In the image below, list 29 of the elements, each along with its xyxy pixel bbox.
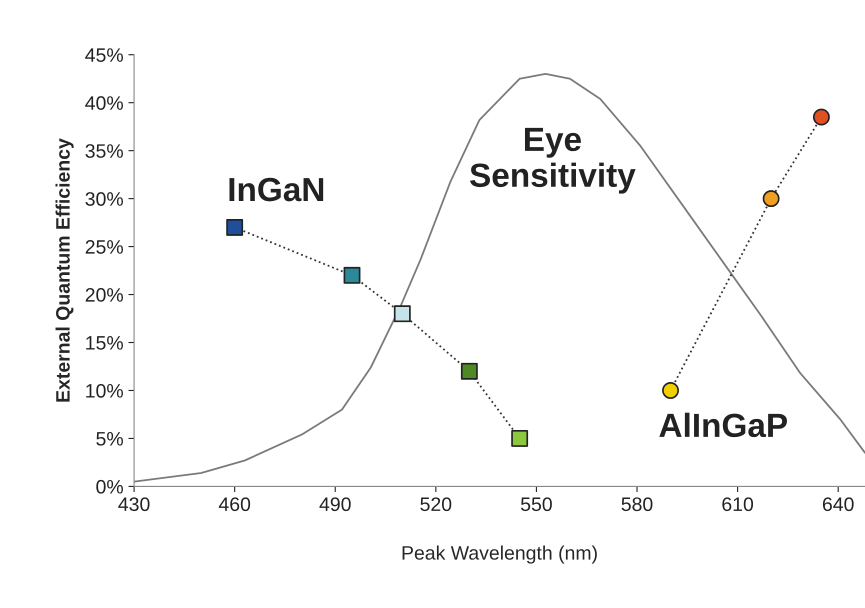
x-tick-label: 610 (722, 497, 754, 512)
series-label: AlInGaP (659, 412, 787, 438)
x-tick-label: 580 (622, 497, 652, 512)
x-tick-label: 460 (218, 497, 250, 512)
y-tick-label: 40% (85, 96, 123, 110)
y-tick-label: 0% (96, 480, 123, 494)
y-tick-label: 10% (86, 384, 123, 398)
point (511, 430, 528, 447)
x-tick-label: 490 (319, 497, 351, 512)
y-tick-label: 45% (85, 48, 123, 62)
x-axis-title: Peak Wavelength (nm) (402, 546, 597, 564)
y-tick-label: 20% (86, 288, 123, 302)
point (460, 362, 478, 380)
y-tick-label: 5% (96, 432, 123, 446)
y-tick-label: 15% (86, 336, 123, 350)
x-tick-label: 640 (822, 497, 854, 512)
series-label: InGaN (229, 178, 324, 202)
x-tick-label: 520 (420, 497, 452, 512)
point (394, 305, 411, 322)
y-tick-label: 35% (85, 144, 123, 158)
x-tick-label: 550 (520, 497, 552, 512)
point (226, 218, 244, 236)
point (344, 266, 360, 284)
y-tick-label: 30% (85, 192, 123, 206)
series-label: Eye Sensitivity (470, 128, 636, 194)
line-series (134, 73, 865, 483)
y-tick-label: 25% (86, 240, 123, 254)
x-tick-label: 430 (118, 497, 150, 512)
y-axis-title: External Quantum Efficiency (56, 138, 74, 402)
